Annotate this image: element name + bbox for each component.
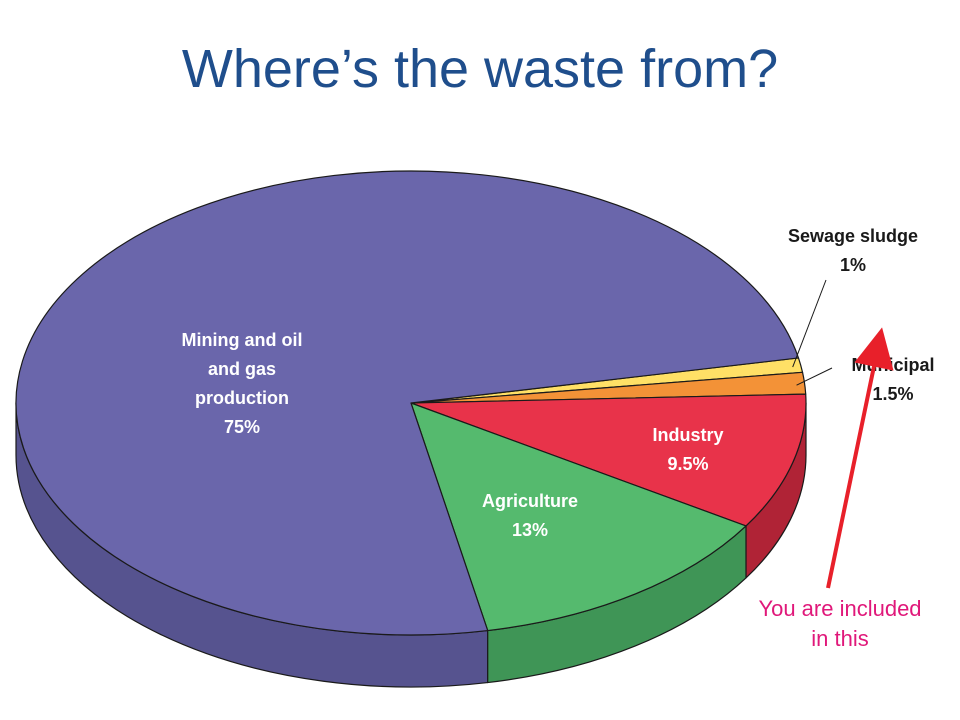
slice-agriculture bbox=[410, 402, 747, 632]
annotation: You are included in this bbox=[758, 327, 922, 651]
slice-label-agriculture: Agriculture 13% bbox=[482, 491, 578, 540]
slice-label-sewage-sludge: Sewage sludge 1% bbox=[788, 226, 918, 275]
slice-label-municipal: Municipal 1.5% bbox=[851, 355, 934, 404]
annotation-text: You are included in this bbox=[758, 596, 921, 651]
page-title: Where’s the waste from? bbox=[181, 39, 779, 99]
leader-line-sewage-sludge bbox=[792, 279, 827, 368]
slice-label-mining-and-oil-and-gas-production: Mining and oil and gas production 75% bbox=[182, 330, 303, 437]
pie-tops bbox=[15, 170, 807, 636]
leader-line-municipal bbox=[796, 367, 833, 386]
slice-mining-and-oil-and-gas-production bbox=[15, 170, 800, 636]
slice-label-industry: Industry 9.5% bbox=[652, 425, 723, 474]
label-leaders bbox=[792, 279, 833, 386]
slice-industry bbox=[410, 393, 807, 527]
annotation-arrow bbox=[826, 327, 894, 589]
